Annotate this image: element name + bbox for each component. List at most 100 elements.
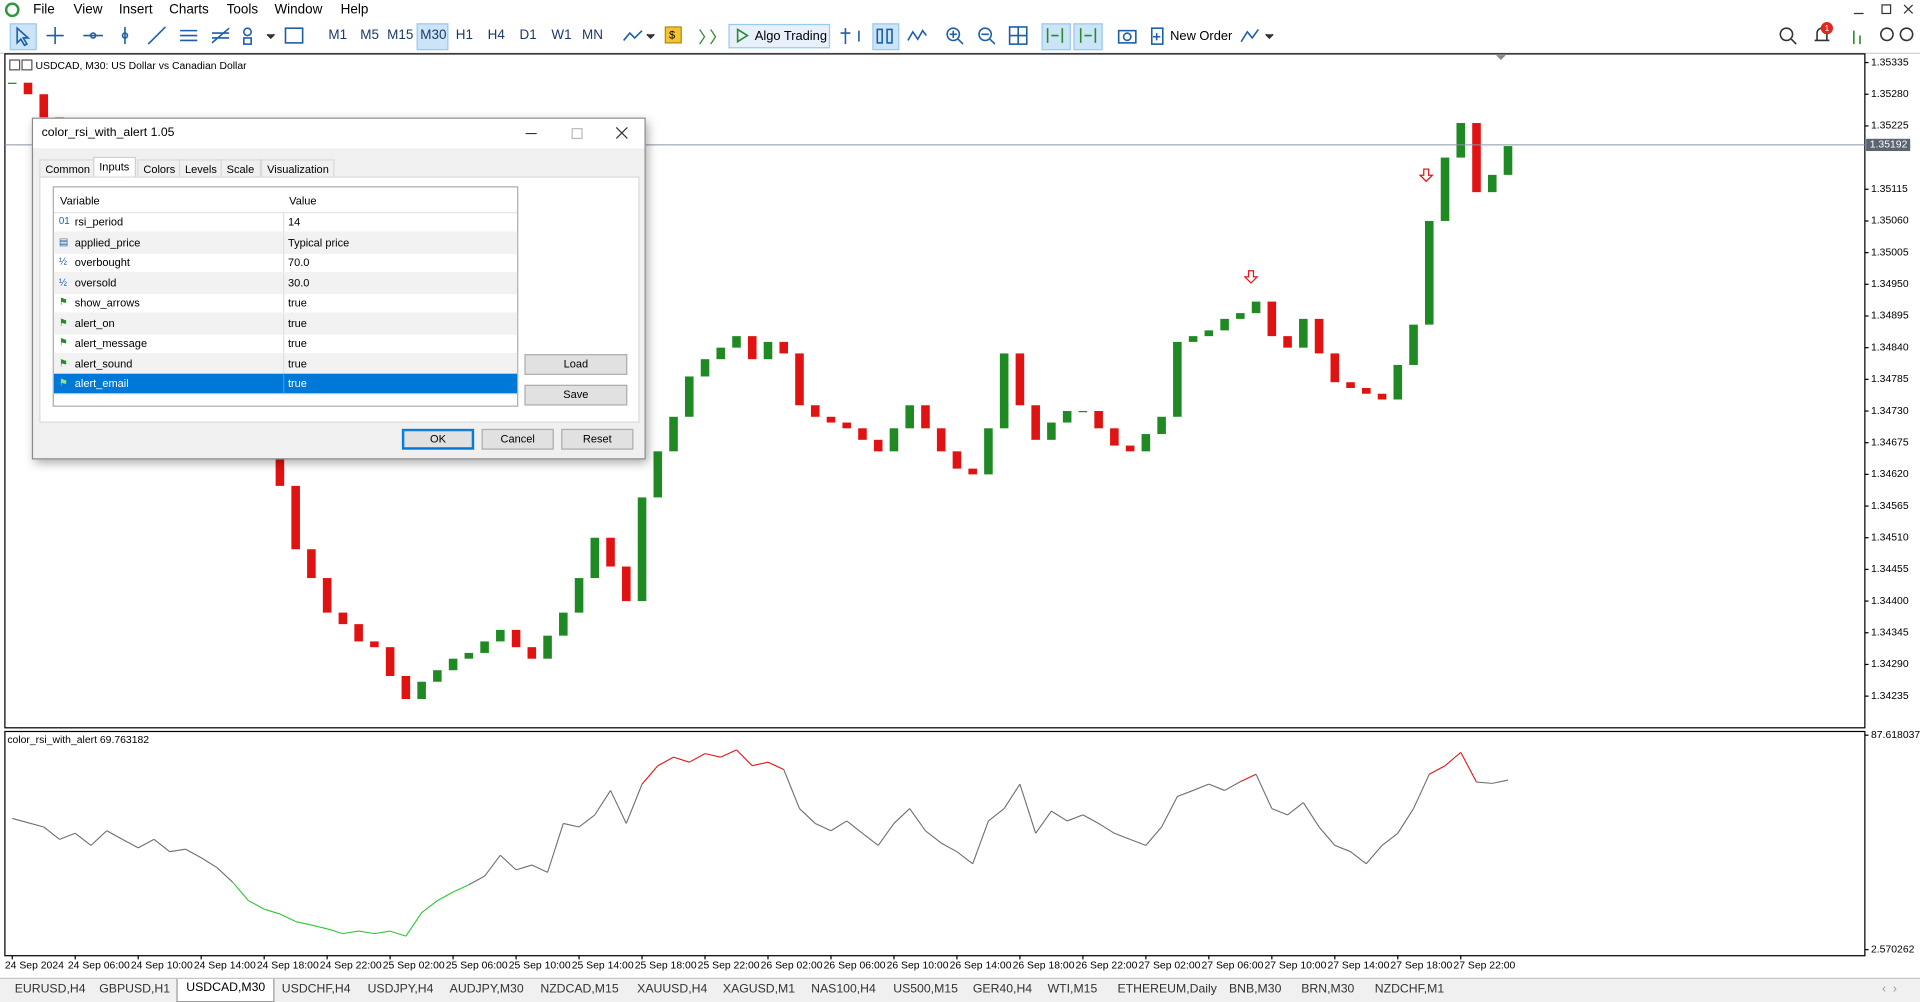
symbol-tab[interactable]: XAUUSD,H4 xyxy=(637,982,708,997)
rsi-segment xyxy=(1145,826,1163,846)
input-row[interactable]: ½ oversold 30.0 xyxy=(53,272,518,294)
menu-item[interactable]: Tools xyxy=(226,2,259,18)
dialog-tab[interactable]: Inputs xyxy=(93,156,136,179)
value[interactable]: true xyxy=(287,296,307,309)
candle xyxy=(1283,336,1292,348)
candle xyxy=(23,82,33,95)
symbol-tab[interactable]: BNB,M30 xyxy=(1228,982,1282,997)
timeframe[interactable]: M30 xyxy=(420,28,447,43)
window-controls[interactable] xyxy=(1844,1,1918,18)
selected-tool[interactable] xyxy=(1041,23,1071,51)
symbol-tab[interactable]: BRN,M30 xyxy=(1301,982,1355,997)
candle xyxy=(747,336,757,360)
rsi-segment xyxy=(59,832,76,840)
value[interactable]: true xyxy=(287,357,307,370)
rsi-segment xyxy=(12,817,29,824)
y-tick-label: 1.35005 xyxy=(1871,247,1909,258)
candle xyxy=(275,451,285,486)
symbol-tab-active[interactable]: USDCAD,M30 xyxy=(176,978,276,1002)
rsi-segment xyxy=(1365,845,1383,865)
input-row[interactable]: ½ overbought 70.0 xyxy=(53,252,518,274)
symbol-tab[interactable]: EURUSD,H4 xyxy=(14,982,86,997)
symbol-tab[interactable]: GER40,H4 xyxy=(972,982,1033,997)
menu-item[interactable]: View xyxy=(73,2,103,18)
dialog-controls[interactable] xyxy=(521,124,644,144)
value[interactable]: 14 xyxy=(287,215,301,228)
symbol-tab[interactable]: NZDCHF,M1 xyxy=(1374,982,1445,997)
timeframe[interactable]: MN xyxy=(582,28,603,43)
input-row[interactable]: ⚑ show_arrows true xyxy=(53,292,518,314)
input-row[interactable]: ▤ applied_price Typical price xyxy=(53,232,518,254)
scroll-arrows[interactable]: ‹ › xyxy=(1882,982,1897,997)
symbol-tab[interactable]: USDCHF,H4 xyxy=(281,982,351,997)
indicator-dialog: color_rsi_with_alert 1.05 Common Inputs … xyxy=(31,117,646,460)
selected-timeframe[interactable] xyxy=(416,23,449,51)
input-row[interactable]: 01 rsi_period 14 xyxy=(53,211,518,233)
x-tick-label: 27 Sep 10:00 xyxy=(1264,960,1326,971)
header-cell: Value xyxy=(289,194,317,208)
input-row[interactable]: ⚑ alert_on true xyxy=(53,313,518,334)
load-button[interactable]: Load xyxy=(524,354,628,375)
symbol-tab[interactable]: XAGUSD,M1 xyxy=(722,982,796,997)
rsi-segment xyxy=(122,838,139,849)
candle xyxy=(637,497,647,602)
menu-item[interactable]: File xyxy=(33,2,55,18)
selected-tool[interactable] xyxy=(9,23,37,51)
menu-item[interactable]: Help xyxy=(340,2,369,18)
y-tick-label: 1.34620 xyxy=(1871,469,1909,480)
timeframe[interactable]: H1 xyxy=(455,28,474,43)
algo-trading-label: Algo Trading xyxy=(755,28,827,43)
timeframe[interactable]: M5 xyxy=(360,28,379,43)
value[interactable]: true xyxy=(287,377,307,390)
input-row-selected[interactable]: ⚑ alert_email true xyxy=(53,373,518,395)
symbol-tab[interactable]: AUDJPY,M30 xyxy=(449,982,524,997)
menu-item[interactable]: Charts xyxy=(169,2,209,18)
value[interactable]: true xyxy=(287,336,307,350)
candle xyxy=(1409,324,1418,365)
rsi-segment xyxy=(1019,783,1037,834)
value[interactable]: 70.0 xyxy=(287,256,310,269)
value[interactable]: true xyxy=(287,316,307,329)
symbol-tab[interactable]: WTI,M15 xyxy=(1047,982,1098,997)
dialog-tab[interactable]: Levels xyxy=(178,159,224,178)
symbol-tab[interactable]: ETHEREUM,Daily xyxy=(1117,982,1217,997)
input-row[interactable]: ⚑ alert_sound true xyxy=(53,353,518,375)
dialog-tab[interactable]: Scale xyxy=(220,159,261,178)
symbol-tab[interactable]: NZDCAD,M15 xyxy=(540,982,619,997)
menu-item[interactable]: Insert xyxy=(118,2,153,18)
candle xyxy=(1157,416,1166,435)
dialog-tab[interactable]: Common xyxy=(39,159,97,178)
ok-button[interactable]: OK xyxy=(401,428,475,450)
candle xyxy=(1472,123,1481,193)
value[interactable]: 30.0 xyxy=(287,276,310,289)
selected-tool[interactable] xyxy=(1073,23,1103,51)
input-row[interactable]: ⚑ alert_message true xyxy=(53,333,518,355)
dialog-tab[interactable]: Visualization xyxy=(260,159,335,178)
rsi-segment xyxy=(689,753,706,763)
timeframe[interactable]: M15 xyxy=(387,28,414,43)
algo-trading-button[interactable] xyxy=(728,23,831,49)
value[interactable]: Typical price xyxy=(287,235,350,249)
price-plot xyxy=(7,82,1513,700)
symbol-tab[interactable]: NAS100,H4 xyxy=(811,982,876,997)
symbol-tab[interactable]: USDJPY,H4 xyxy=(367,982,434,997)
cancel-button[interactable]: Cancel xyxy=(481,428,554,450)
timeframe[interactable]: D1 xyxy=(519,28,537,43)
rsi-segment xyxy=(1192,783,1210,791)
candle xyxy=(39,94,49,118)
symbol-tab[interactable]: US500,M15 xyxy=(893,982,958,997)
timeframe[interactable]: W1 xyxy=(551,28,572,43)
new-order-label[interactable]: New Order xyxy=(1170,28,1233,43)
rsi-segment xyxy=(625,783,643,824)
symbol-tab[interactable]: GBPUSD,H1 xyxy=(99,982,171,997)
save-button[interactable]: Save xyxy=(524,384,628,406)
rsi-segment xyxy=(657,756,674,767)
menu-item[interactable]: Window xyxy=(274,2,323,18)
rsi-segment xyxy=(499,854,517,871)
dialog-tab[interactable]: Colors xyxy=(137,159,182,178)
timeframe[interactable]: M1 xyxy=(328,28,348,43)
reset-button[interactable]: Reset xyxy=(561,428,634,450)
timeframe[interactable]: H4 xyxy=(487,28,505,43)
rsi-segment xyxy=(1318,826,1336,846)
variable: show_arrows xyxy=(74,296,140,309)
